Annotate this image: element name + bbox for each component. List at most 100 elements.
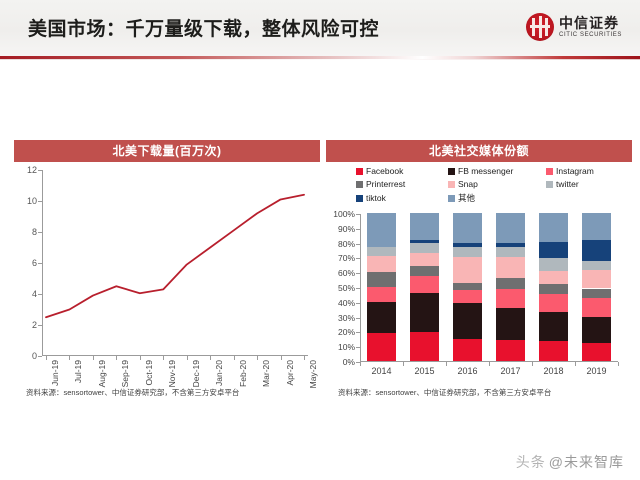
stacked-bar-y-tick bbox=[356, 362, 360, 363]
bar-segment-instagram bbox=[367, 287, 396, 302]
line-chart-x-tick-label: Jul-19 bbox=[73, 360, 84, 384]
bar-segment-snap bbox=[582, 269, 611, 289]
stacked-bar-column[interactable] bbox=[410, 213, 439, 361]
stacked-bar-x-tick bbox=[575, 362, 576, 366]
line-chart-y-tick bbox=[38, 356, 42, 357]
legend-label: twitter bbox=[556, 179, 579, 189]
line-chart-y-tick bbox=[38, 232, 42, 233]
stacked-bar-y-tick-label: 60% bbox=[337, 268, 355, 279]
line-chart-x-tick bbox=[280, 356, 282, 360]
left-chart-panel: 北美下载量(百万次) 0 2 4 6 8 10 12 Jun-19 Jul-19 Aug-19 S… bbox=[14, 140, 320, 440]
right-chart-body: Facebook FB messenger Instagram Printerrest… bbox=[326, 162, 632, 404]
bar-segment-instagram bbox=[539, 293, 568, 313]
page-title: 美国市场：千万量级下载，整体风险可控 bbox=[28, 19, 380, 40]
stacked-bar-y-tick-label: 70% bbox=[337, 253, 355, 264]
line-chart-x-tick bbox=[69, 356, 71, 360]
stacked-bar-x-tick-label: 2014 bbox=[371, 366, 392, 376]
stacked-bar-y-tick bbox=[356, 347, 360, 349]
legend-swatch-icon bbox=[356, 167, 363, 175]
line-chart-y-axis-labels: 0 2 4 6 8 10 12 bbox=[14, 165, 40, 361]
bar-segment-facebook bbox=[582, 343, 611, 361]
stacked-bar-x-tick-label: 2018 bbox=[543, 366, 564, 376]
stacked-bar-y-tick bbox=[356, 317, 360, 319]
line-chart-x-tick-label: Oct-19 bbox=[143, 360, 154, 386]
stacked-bar-y-tick bbox=[356, 258, 360, 260]
stacked-bar-y-tick bbox=[356, 302, 360, 304]
legend-item-snap[interactable]: Snap bbox=[448, 179, 546, 189]
line-chart-y-tick-label: 2 bbox=[31, 320, 37, 330]
legend-item-twitter[interactable]: twitter bbox=[546, 179, 622, 189]
legend-row: Facebook FB messenger Instagram bbox=[356, 166, 622, 176]
stacked-bar-y-tick bbox=[356, 332, 360, 334]
bar-segment-twitter bbox=[367, 247, 396, 256]
stacked-bar-column[interactable] bbox=[582, 213, 611, 361]
slide-header: 美国市场：千万量级下载，整体风险可控 中信证券 CITIC SECURITIES bbox=[0, 0, 640, 56]
stacked-bar-chart: 0% 10% 20% 30% 40% 50% 60% 70% 80% 90% 100% 2014 20… bbox=[326, 209, 632, 404]
bar-segment-printerrest bbox=[496, 278, 525, 290]
bar-segment-fb-messenger bbox=[367, 301, 396, 333]
logo-name-cn: 中信证券 bbox=[559, 15, 620, 31]
legend-item-instagram[interactable]: Instagram bbox=[546, 166, 622, 176]
bar-segment-printerrest bbox=[582, 288, 611, 299]
legend-item-其他[interactable]: 其他 bbox=[448, 192, 546, 204]
legend-swatch-icon bbox=[356, 180, 363, 188]
line-chart-x-tick bbox=[163, 356, 165, 360]
header-divider-shadow bbox=[0, 59, 640, 60]
legend-swatch-icon bbox=[546, 167, 553, 175]
line-chart-y-axis bbox=[42, 170, 43, 356]
stacked-bar-y-tick bbox=[356, 214, 360, 215]
legend-swatch-icon bbox=[356, 194, 363, 202]
bar-segment-facebook bbox=[410, 332, 439, 361]
legend-item-fb-messenger[interactable]: FB messenger bbox=[448, 166, 546, 176]
bar-segment-twitter bbox=[453, 247, 482, 258]
bar-segment-tiktok bbox=[410, 240, 439, 243]
line-chart-plot-area bbox=[38, 170, 308, 360]
stacked-bar-column[interactable] bbox=[539, 213, 568, 361]
bar-segment-snap bbox=[367, 255, 396, 273]
stacked-bar-x-tick-label: 2016 bbox=[457, 366, 478, 376]
right-chart-panel: 北美社交媒体份额 Facebook FB messenger Instagram Pr… bbox=[326, 140, 632, 440]
bar-segment-instagram bbox=[582, 298, 611, 318]
left-chart-body: 0 2 4 6 8 10 12 Jun-19 Jul-19 Aug-19 Sep-19 Oct-19… bbox=[14, 162, 320, 404]
legend-item-tiktok[interactable]: tiktok bbox=[356, 192, 448, 204]
bar-segment-printerrest bbox=[453, 283, 482, 290]
stacked-bar-column[interactable] bbox=[367, 213, 396, 361]
stacked-bar-column[interactable] bbox=[496, 213, 525, 361]
line-chart-y-tick bbox=[38, 170, 42, 171]
legend-label: Snap bbox=[458, 179, 478, 189]
line-chart-y-tick-label: 0 bbox=[31, 351, 37, 361]
line-chart-y-tick-label: 12 bbox=[26, 165, 37, 175]
stacked-bar-x-tick-label: 2019 bbox=[586, 366, 607, 376]
stacked-bar-y-axis-labels: 0% 10% 20% 30% 40% 50% 60% 70% 80% 90% 100% bbox=[326, 209, 358, 367]
bar-segment-printerrest bbox=[367, 272, 396, 287]
stacked-bar-column[interactable] bbox=[453, 213, 482, 361]
stacked-bar-legend: Facebook FB messenger Instagram Printerrest… bbox=[356, 166, 622, 207]
legend-swatch-icon bbox=[448, 180, 455, 188]
bar-segment-twitter bbox=[539, 258, 568, 271]
legend-label: Printerrest bbox=[366, 179, 406, 189]
bar-segment-snap bbox=[453, 257, 482, 284]
line-chart-y-tick-label: 6 bbox=[31, 258, 37, 268]
stacked-bar-plot-area bbox=[356, 213, 619, 366]
stacked-bar-y-tick-label: 0% bbox=[342, 357, 355, 367]
line-chart-x-tick-label: Jan-20 bbox=[214, 360, 225, 386]
bar-segment-tiktok bbox=[539, 241, 568, 259]
line-chart-x-tick bbox=[257, 356, 259, 360]
line-chart-x-tick-label: Feb-20 bbox=[237, 360, 248, 387]
bar-segment-其他 bbox=[410, 213, 439, 241]
bar-segment-其他 bbox=[367, 213, 396, 248]
bar-segment-其他 bbox=[539, 213, 568, 242]
stacked-bar-y-tick bbox=[356, 243, 360, 245]
line-chart-y-tick-label: 8 bbox=[31, 227, 37, 237]
stacked-bar-x-tick-label: 2015 bbox=[414, 366, 435, 376]
legend-row: Printerrest Snap twitter bbox=[356, 179, 622, 189]
citic-emblem-icon bbox=[526, 13, 555, 41]
legend-item-facebook[interactable]: Facebook bbox=[356, 166, 448, 176]
line-chart-x-tick bbox=[233, 356, 235, 360]
bar-segment-fb-messenger bbox=[539, 312, 568, 342]
line-chart-series bbox=[45, 193, 305, 319]
legend-item-printerrest[interactable]: Printerrest bbox=[356, 179, 448, 189]
left-chart-source: 资料来源：sensortower、中信证券研究部，不含第三方安卓平台 bbox=[26, 388, 240, 397]
watermark-prefix: 头条 bbox=[515, 454, 546, 470]
